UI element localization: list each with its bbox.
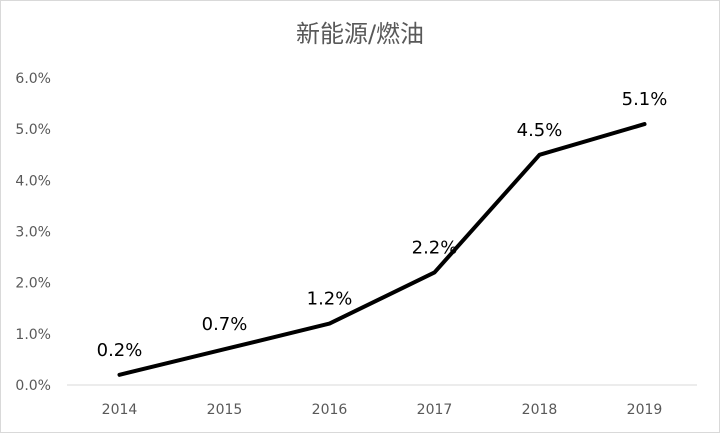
data-label: 5.1% bbox=[622, 89, 668, 110]
chart-title: 新能源/燃油 bbox=[295, 20, 425, 48]
y-tick-label: 3.0% bbox=[15, 225, 51, 241]
x-tick-label: 2019 bbox=[627, 402, 663, 418]
x-axis-ticks: 2014 2015 2016 2017 2018 2019 bbox=[102, 402, 663, 418]
data-label: 2.2% bbox=[412, 237, 458, 258]
series-line bbox=[117, 122, 647, 377]
x-tick-label: 2018 bbox=[522, 402, 558, 418]
data-label: 4.5% bbox=[517, 120, 563, 141]
y-tick-label: 5.0% bbox=[15, 122, 51, 138]
y-tick-label: 1.0% bbox=[15, 327, 51, 343]
x-tick-label: 2016 bbox=[312, 402, 348, 418]
data-label: 0.2% bbox=[97, 340, 143, 361]
x-tick-label: 2015 bbox=[207, 402, 243, 418]
x-tick-label: 2017 bbox=[417, 402, 453, 418]
data-label: 1.2% bbox=[307, 289, 353, 310]
y-axis-ticks: 0.0% 1.0% 2.0% 3.0% 4.0% 5.0% 6.0% bbox=[15, 71, 51, 394]
x-tick-label: 2014 bbox=[102, 402, 138, 418]
data-labels: 0.2% 0.7% 1.2% 2.2% 4.5% 5.1% bbox=[97, 89, 668, 361]
data-label: 0.7% bbox=[202, 314, 248, 335]
y-tick-label: 4.0% bbox=[15, 173, 51, 189]
y-tick-label: 0.0% bbox=[15, 378, 51, 394]
y-tick-label: 6.0% bbox=[15, 71, 51, 87]
y-tick-label: 2.0% bbox=[15, 276, 51, 292]
